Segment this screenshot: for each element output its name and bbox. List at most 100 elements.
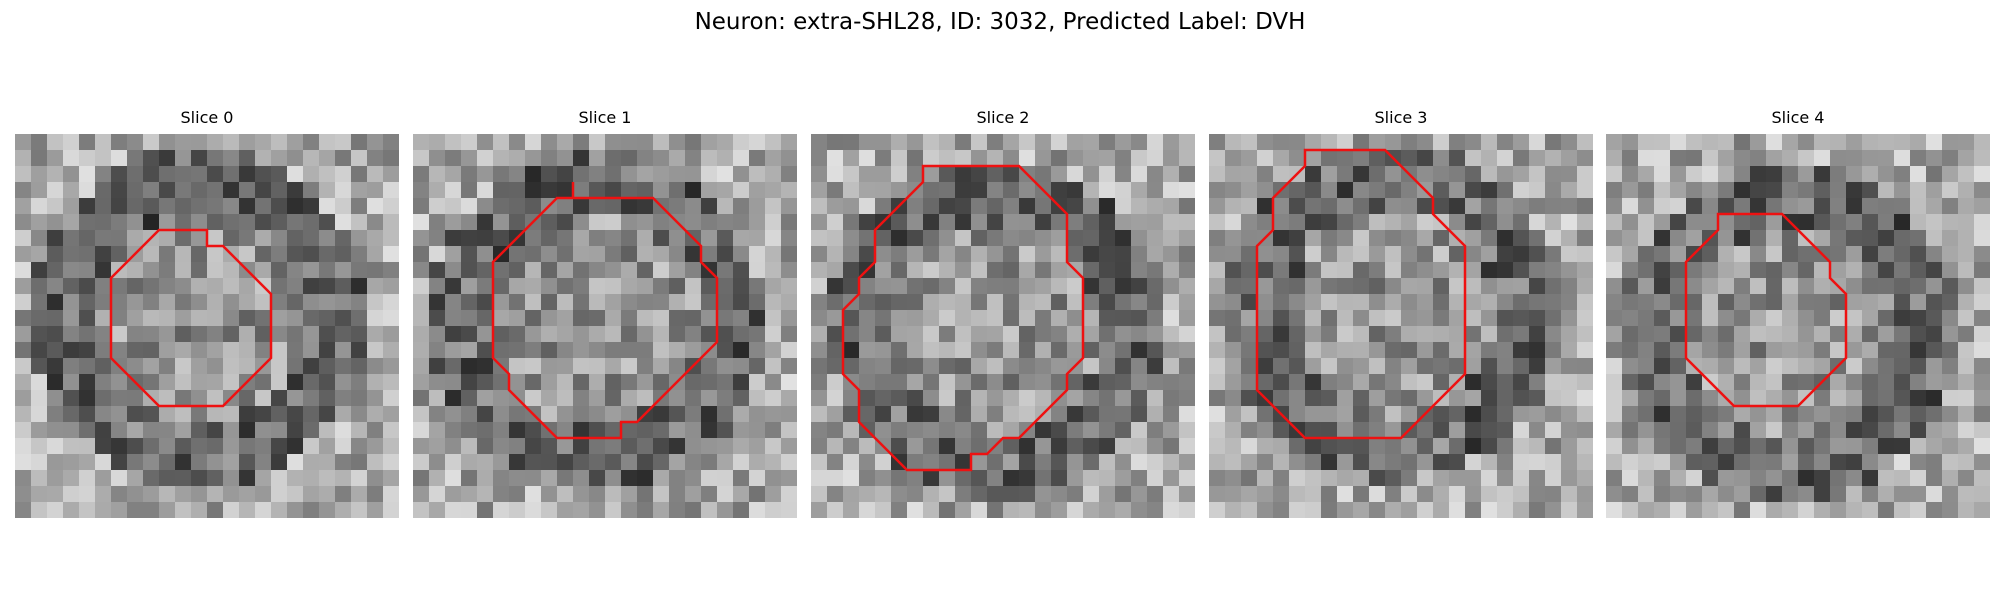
pixel	[1019, 246, 1036, 263]
pixel	[1051, 454, 1068, 471]
pixel	[1257, 326, 1274, 343]
pixel	[271, 230, 288, 247]
pixel	[1926, 358, 1943, 375]
pixel	[955, 374, 972, 391]
pixel	[781, 166, 797, 183]
pixel	[1894, 230, 1911, 247]
pixel	[271, 278, 288, 295]
pixel	[1734, 150, 1751, 167]
pixel	[1241, 326, 1258, 343]
pixel	[1529, 358, 1546, 375]
pixel	[143, 198, 160, 215]
pixel	[1862, 406, 1879, 423]
pixel	[541, 278, 558, 295]
pixel	[1894, 390, 1911, 407]
pixel	[1958, 230, 1975, 247]
pixel	[907, 470, 924, 487]
pixel	[749, 246, 766, 263]
pixel	[191, 502, 208, 518]
pixel	[1369, 422, 1386, 439]
pixel	[685, 310, 702, 327]
pixel	[1942, 470, 1959, 487]
pixel	[733, 486, 750, 503]
pixel	[477, 470, 494, 487]
pixel	[1878, 214, 1895, 231]
pixel	[1401, 454, 1418, 471]
pixel	[429, 262, 446, 279]
pixel	[1529, 134, 1546, 151]
pixel	[1830, 502, 1847, 518]
pixel	[239, 214, 256, 231]
pixel	[1003, 502, 1020, 518]
pixel	[1067, 182, 1084, 199]
pixel	[1241, 454, 1258, 471]
pixel	[891, 214, 908, 231]
pixel	[987, 150, 1004, 167]
pixel	[445, 454, 462, 471]
pixel	[303, 294, 320, 311]
pixel	[1289, 278, 1306, 295]
pixel	[1115, 278, 1132, 295]
pixel	[1910, 246, 1927, 263]
pixel	[429, 438, 446, 455]
pixel	[15, 438, 32, 455]
pixel	[31, 486, 48, 503]
pixel	[207, 470, 224, 487]
pixel	[239, 310, 256, 327]
pixel	[669, 438, 686, 455]
pixel	[701, 422, 718, 439]
pixel	[685, 182, 702, 199]
pixel	[1035, 486, 1052, 503]
pixel	[1305, 134, 1322, 151]
pixel	[1782, 310, 1799, 327]
pixel	[31, 406, 48, 423]
pixel	[191, 262, 208, 279]
pixel	[335, 246, 352, 263]
pixel	[1179, 310, 1195, 327]
pixel	[493, 278, 510, 295]
pixel	[1974, 214, 1990, 231]
pixel	[1003, 438, 1020, 455]
pixel	[1974, 246, 1990, 263]
pixel	[1561, 294, 1578, 311]
pixel	[811, 438, 828, 455]
pixel	[509, 470, 526, 487]
pixel	[955, 182, 972, 199]
pixel	[1257, 406, 1274, 423]
pixel	[1718, 310, 1735, 327]
pixel	[1225, 198, 1242, 215]
pixel	[653, 134, 670, 151]
pixel	[63, 342, 80, 359]
pixel	[1766, 422, 1783, 439]
pixel	[1942, 214, 1959, 231]
roi-outline	[1684, 212, 1848, 408]
pixel	[1257, 198, 1274, 215]
pixel	[223, 486, 240, 503]
pixel	[1273, 502, 1290, 518]
pixel	[367, 390, 384, 407]
pixel	[891, 374, 908, 391]
pixel	[207, 134, 224, 151]
pixel	[1433, 486, 1450, 503]
pixel	[1417, 198, 1434, 215]
pixel	[1577, 342, 1593, 359]
pixel	[1051, 358, 1068, 375]
pixel	[239, 390, 256, 407]
pixel	[1099, 182, 1116, 199]
pixel	[749, 230, 766, 247]
pixel	[1305, 198, 1322, 215]
pixel	[843, 406, 860, 423]
pixel	[255, 310, 272, 327]
pixel	[717, 422, 734, 439]
pixel	[1846, 470, 1863, 487]
pixel	[1481, 374, 1498, 391]
pixel	[1910, 342, 1927, 359]
pixel	[1798, 342, 1815, 359]
pixel	[255, 214, 272, 231]
pixel	[1115, 294, 1132, 311]
pixel	[1782, 294, 1799, 311]
pixel	[493, 502, 510, 518]
pixel	[191, 342, 208, 359]
pixel	[1401, 358, 1418, 375]
pixel	[1289, 230, 1306, 247]
